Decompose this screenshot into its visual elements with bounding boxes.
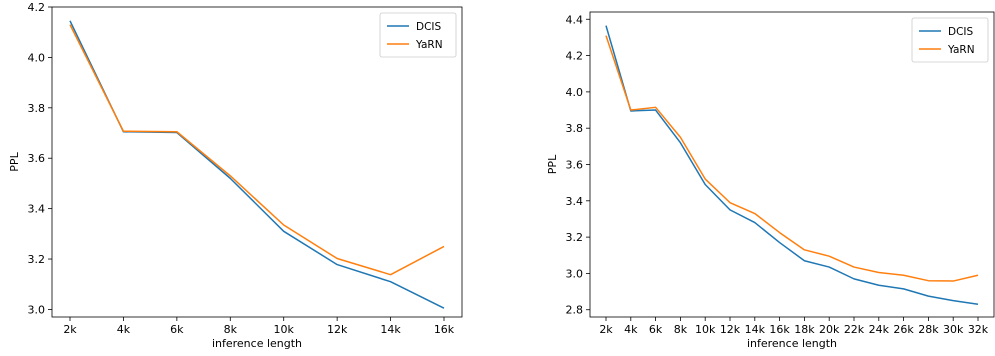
- x-tick-label: 18k: [794, 323, 815, 336]
- x-tick-label: 12k: [327, 323, 348, 336]
- legend-box: [379, 12, 457, 58]
- y-tick-label: 3.6: [566, 159, 584, 172]
- y-tick-label: 3.0: [28, 303, 46, 316]
- x-tick-label: 22k: [844, 323, 865, 336]
- x-tick-label: 8k: [674, 323, 688, 336]
- x-tick-label: 16k: [434, 323, 455, 336]
- x-tick-label: 30k: [943, 323, 964, 336]
- legend: DCIS YaRN: [911, 17, 989, 63]
- y-tick-label: 3.2: [28, 253, 46, 266]
- series-line-yarn: [605, 35, 979, 282]
- x-tick-label: 16k: [769, 323, 790, 336]
- x-tick-label: 12k: [720, 323, 741, 336]
- y-tick-label: 4.2: [566, 50, 584, 63]
- left-chart: 2k 4k 6k 8k 10k 12k 14k 16k 3.0 3.2 3.4 3.6 3.8 4.0 4.…: [8, 1, 463, 350]
- y-tick-label: 4.0: [28, 51, 46, 64]
- series-line-yarn: [69, 24, 445, 276]
- x-tick-label: 6k: [649, 323, 663, 336]
- x-tick-label: 24k: [869, 323, 890, 336]
- legend: DCIS YaRN: [379, 12, 457, 58]
- x-tick-label: 20k: [819, 323, 840, 336]
- x-tick-label: 8k: [224, 323, 238, 336]
- x-tick-label: 4k: [624, 323, 638, 336]
- y-axis-label: PPL: [8, 151, 21, 171]
- legend-box: [911, 17, 989, 63]
- legend-label-yarn: YaRN: [947, 44, 975, 56]
- axes-frame: [51, 6, 463, 318]
- y-tick-label: 2.8: [566, 304, 584, 317]
- series-line-dcis: [69, 20, 445, 309]
- x-axis-label: inference length: [747, 337, 837, 350]
- y-tick-label: 3.6: [28, 152, 46, 165]
- x-tick-label: 26k: [893, 323, 914, 336]
- x-tick-label: 4k: [117, 323, 131, 336]
- y-tick-label: 4.2: [28, 1, 46, 14]
- right-chart: 2k 4k 6k 8k 10k 12k 14k 16k 18k 20k 22k 24k 26k 28k 30…: [546, 11, 995, 350]
- y-tick-label: 3.0: [566, 267, 584, 280]
- y-tick-label: 3.8: [28, 102, 46, 115]
- x-tick-label: 10k: [695, 323, 716, 336]
- legend-label-dcis: DCIS: [416, 21, 442, 33]
- legend-label-yarn: YaRN: [415, 39, 443, 51]
- x-tick-label: 6k: [170, 323, 184, 336]
- legend-label-dcis: DCIS: [948, 26, 974, 38]
- x-tick-label: 14k: [380, 323, 401, 336]
- x-tick-label: 28k: [918, 323, 939, 336]
- x-tick-label: 2k: [599, 323, 613, 336]
- y-tick-label: 3.8: [566, 122, 584, 135]
- x-tick-label: 14k: [745, 323, 766, 336]
- y-axis-label: PPL: [546, 154, 559, 174]
- x-tick-label: 32k: [968, 323, 989, 336]
- x-tick-label: 10k: [274, 323, 295, 336]
- y-tick-label: 4.4: [566, 13, 584, 26]
- x-axis-label: inference length: [212, 337, 302, 350]
- y-tick-label: 3.4: [28, 203, 46, 216]
- y-tick-label: 4.0: [566, 86, 584, 99]
- y-tick-label: 3.4: [566, 195, 584, 208]
- y-tick-label: 3.2: [566, 231, 584, 244]
- series-line-dcis: [605, 25, 979, 306]
- x-tick-label: 2k: [63, 323, 77, 336]
